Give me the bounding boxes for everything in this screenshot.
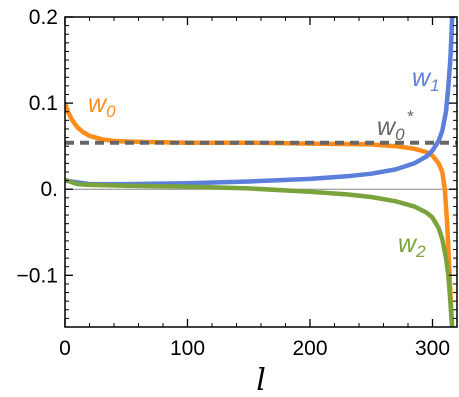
series-label-w1: w1 [412,64,440,95]
y-tick-label: 0. [40,178,58,201]
series-labels: w0 w1 w2 w0* [88,64,440,261]
series-line-w2 [65,177,455,327]
y-tick-label: 0.2 [29,6,58,29]
series-label-w0: w0 [88,90,116,121]
x-tick-label: 100 [170,337,205,360]
axis-layer: 0 100 200 300 0.2 0.1 0. −0.1 l [17,6,458,397]
series-label-w0-star: w0* [377,107,415,144]
x-axis-label: l [256,363,266,397]
x-tick-label: 0 [59,337,71,360]
series-label-w2: w2 [398,230,426,261]
plot-frame [64,16,458,328]
x-tick-label: 300 [415,337,450,360]
series-line-w1 [65,17,455,187]
y-tick-label: 0.1 [29,92,58,115]
series-layer [65,17,457,327]
y-tick-label: −0.1 [17,264,58,287]
x-tick-label: 200 [292,337,327,360]
